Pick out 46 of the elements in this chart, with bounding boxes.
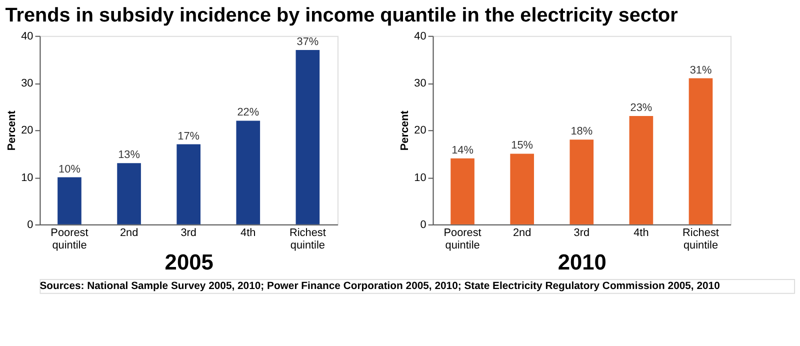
bar [510,154,534,224]
data-label: 31% [690,64,712,76]
y-tick-label: 20 [21,124,34,137]
chart-title: Trends in subsidy incidence by income quantile in the electricity sector [5,4,678,26]
data-label: 17% [178,130,200,142]
x-tick-label: 2nd [120,226,138,239]
y-tick-label: 40 [21,30,34,42]
data-label: 14% [452,144,474,156]
bar [176,144,200,224]
x-tick-label: Poorest quintile [50,226,88,252]
bar [629,116,654,224]
y-tick-label: 0 [27,218,34,231]
bar [117,163,141,224]
bar [570,140,594,224]
y-axis-title: Percent [6,110,18,151]
x-tick-label: Richest quintile [290,226,326,252]
bar [236,120,260,224]
bar [450,158,474,224]
y-tick-label: 40 [414,30,426,42]
bar [296,50,320,224]
data-label: 22% [237,106,260,119]
x-tick-label: Richest quintile [682,226,719,252]
data-label: 37% [296,36,319,48]
y-tick-label: 10 [414,172,426,184]
data-label: 15% [511,140,534,152]
x-axis-title: 2010 [558,250,606,275]
x-tick-label: 4th [634,226,649,239]
x-tick-label: 3rd [180,226,196,239]
bar [58,177,82,224]
x-tick-label: Poorest quintile [444,226,482,252]
y-axis-title: Percent [399,110,412,151]
y-tick-label: 0 [420,218,426,231]
x-tick-label: 4th [240,226,256,239]
data-label: 10% [58,163,81,176]
x-axis-title: 2005 [164,250,214,275]
bar [688,78,713,224]
data-label: 18% [570,126,593,138]
source-note: Sources: National Sample Survey 2005, 2010; Power Finance Corporation 2005, 2010; State Electricity Regulatory Commission 2005, 2010 [40,280,720,292]
y-tick-label: 30 [414,77,426,90]
y-tick-label: 30 [21,77,34,90]
data-label: 23% [630,102,652,114]
x-tick-label: 3rd [574,226,590,239]
data-label: 13% [118,149,140,162]
y-tick-label: 10 [21,172,34,184]
x-tick-label: 2nd [512,226,532,239]
y-tick-label: 20 [414,124,426,137]
